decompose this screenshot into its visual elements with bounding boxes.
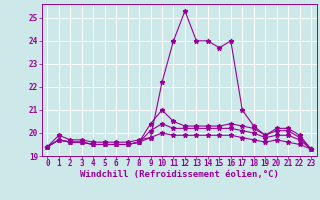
X-axis label: Windchill (Refroidissement éolien,°C): Windchill (Refroidissement éolien,°C) — [80, 170, 279, 179]
